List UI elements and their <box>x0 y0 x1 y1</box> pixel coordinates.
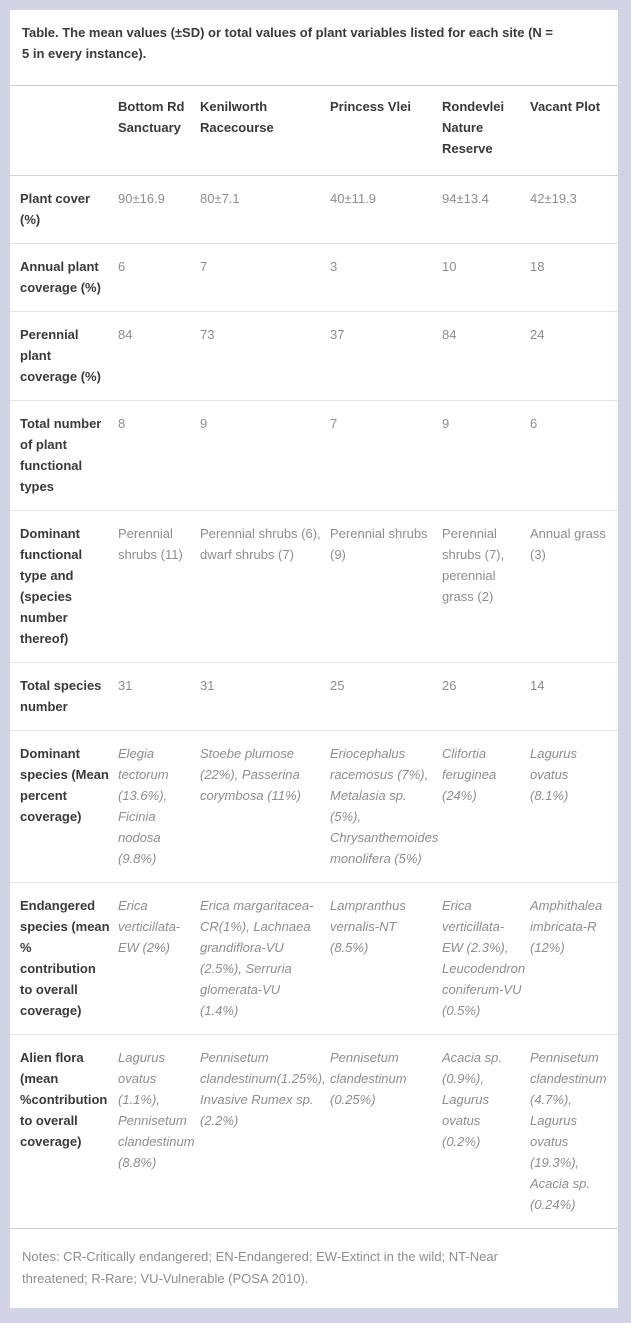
table-cell: 6 <box>530 416 538 431</box>
table-cell: Lagurus ovatus (8.1%) <box>530 746 577 803</box>
table-row: Dominant species (Mean percent coverage)… <box>10 731 618 883</box>
row-label: Dominant species (Mean percent coverage) <box>20 746 109 824</box>
row-label: Total number of plant functional types <box>20 416 102 494</box>
plant-variables-table: Bottom Rd Sanctuary Kenilworth Racecourse… <box>10 86 618 1229</box>
table-panel: Table. The mean values (±SD) or total va… <box>10 10 618 1308</box>
table-cell: Pennisetum clandestinum (4.7%), Lagurus … <box>530 1050 607 1212</box>
table-cell: 18 <box>530 259 545 274</box>
table-cell: Acacia sp. (0.9%), Lagurus ovatus (0.2%) <box>442 1050 502 1149</box>
table-header: Bottom Rd Sanctuary Kenilworth Racecourse… <box>10 86 618 176</box>
column-header: Rondevlei Nature Reserve <box>442 86 530 176</box>
table-cell: 84 <box>118 327 133 342</box>
table-cell: Lagurus ovatus (1.1%), Pennisetum clande… <box>118 1050 195 1170</box>
row-label: Alien flora (mean %contribution to overa… <box>20 1050 108 1149</box>
row-label: Plant cover (%) <box>20 191 91 227</box>
table-cell: Perennial shrubs (11) <box>118 526 183 562</box>
table-cell: 24 <box>530 327 545 342</box>
table-row: Alien flora (mean %contribution to overa… <box>10 1035 618 1229</box>
column-header: Kenilworth Racecourse <box>200 86 330 176</box>
table-cell: 73 <box>200 327 215 342</box>
table-cell: Stoebe plumose (22%), Passerina corymbos… <box>200 746 301 803</box>
table-cell: Annual grass (3) <box>530 526 606 562</box>
corner-cell <box>10 86 118 176</box>
table-cell: Clifortia feruginea (24%) <box>442 746 497 803</box>
table-cell: Amphithalea imbricata-R (12%) <box>530 898 603 955</box>
table-cell: 6 <box>118 259 126 274</box>
row-label: Dominant functional type and (species nu… <box>20 526 83 646</box>
table-cell: 10 <box>442 259 457 274</box>
table-cell: 8 <box>118 416 126 431</box>
table-row: Total species number 31 31 25 26 14 <box>10 663 618 731</box>
table-cell: 84 <box>442 327 457 342</box>
table-caption: Table. The mean values (±SD) or total va… <box>10 10 618 86</box>
table-row: Dominant functional type and (species nu… <box>10 511 618 663</box>
table-cell: 31 <box>118 678 133 693</box>
table-row: Plant cover (%) 90±16.9 80±7.1 40±11.9 94±13… <box>10 176 618 244</box>
table-body: Plant cover (%) 90±16.9 80±7.1 40±11.9 94±13… <box>10 176 618 1229</box>
table-cell: 94±13.4 <box>442 191 489 206</box>
table-row: Perennial plant coverage (%) 84 73 37 84 24 <box>10 312 618 401</box>
table-cell: Pennisetum clandestinum (0.25%) <box>330 1050 407 1107</box>
table-notes: Notes: CR-Critically endangered; EN-Enda… <box>22 1249 498 1286</box>
table-cell: Lampranthus vernalis-NT (8.5%) <box>330 898 406 955</box>
table-cell: 26 <box>442 678 457 693</box>
row-label: Total species number <box>20 678 102 714</box>
row-label: Annual plant coverage (%) <box>20 259 101 295</box>
table-cell: 37 <box>330 327 345 342</box>
table-cell: 40±11.9 <box>330 191 376 206</box>
table-cell: 42±19.3 <box>530 191 577 206</box>
table-row: Endangered species (mean % contribution … <box>10 883 618 1035</box>
table-cell: Perennial shrubs (7), perennial grass (2… <box>442 526 505 604</box>
table-cell: 7 <box>330 416 338 431</box>
table-cell: Elegia tectorum (13.6%), Ficinia nodosa … <box>118 746 169 866</box>
table-cell: 14 <box>530 678 545 693</box>
table-cell: 9 <box>200 416 208 431</box>
table-cell: Perennial shrubs (9) <box>330 526 428 562</box>
table-cell: 7 <box>200 259 208 274</box>
table-cell: Erica verticillata-EW (2%) <box>118 898 181 955</box>
column-header: Princess Vlei <box>330 86 442 176</box>
table-cell: Eriocephalus racemosus (7%), Metalasia s… <box>330 746 439 866</box>
table-cell: 80±7.1 <box>200 191 240 206</box>
table-cell: 25 <box>330 678 345 693</box>
table-row: Annual plant coverage (%) 6 7 3 10 18 <box>10 244 618 312</box>
table-cell: 90±16.9 <box>118 191 165 206</box>
column-header: Bottom Rd Sanctuary <box>118 86 200 176</box>
table-cell: 31 <box>200 678 215 693</box>
table-row: Total number of plant functional types 8 9… <box>10 401 618 511</box>
row-label: Endangered species (mean % contribution … <box>20 898 110 1018</box>
table-cell: Erica margaritacea-CR(1%), Lachnaea gran… <box>200 898 314 1018</box>
column-header: Vacant Plot <box>530 86 618 176</box>
table-cell: 9 <box>442 416 450 431</box>
header-row: Bottom Rd Sanctuary Kenilworth Racecourse… <box>10 86 618 176</box>
row-label: Perennial plant coverage (%) <box>20 327 101 384</box>
table-cell: Erica verticillata-EW (2.3%), Leucodendr… <box>442 898 526 1018</box>
table-cell: Perennial shrubs (6), dwarf shrubs (7) <box>200 526 321 562</box>
table-cell: Pennisetum clandestinum(1.25%), Invasive… <box>200 1050 326 1128</box>
table-cell: 3 <box>330 259 338 274</box>
